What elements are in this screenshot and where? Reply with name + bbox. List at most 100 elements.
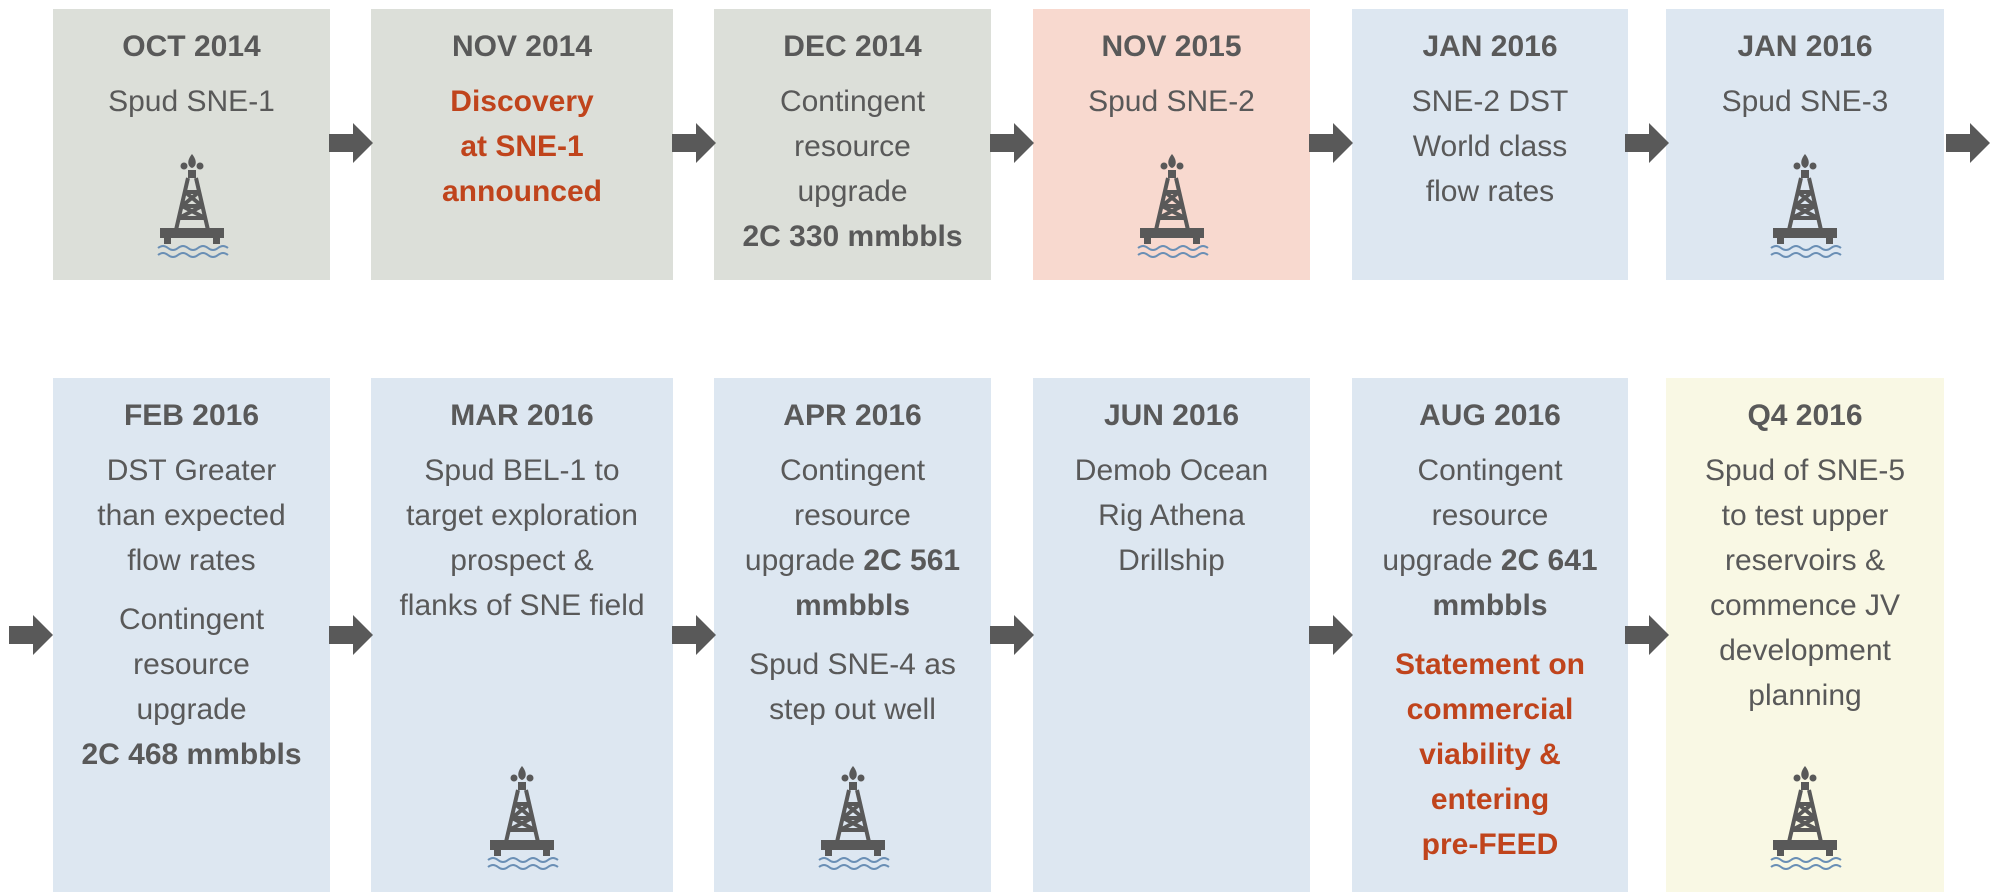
event-box: DEC 2014 Contingent resource upgrade 2C 330 … (714, 9, 991, 280)
text-run: commence JV (1709, 589, 1901, 622)
oil-rig-icon (154, 152, 230, 260)
event-date: NOV 2014 (451, 30, 593, 63)
text-run: Spud SNE-4 as (749, 648, 956, 681)
arrow (990, 615, 1034, 655)
text-run: Contingent (779, 454, 926, 487)
text-run: than expected (97, 499, 286, 532)
event-box: AUG 2016 Contingent resource upgrade 2C 641… (1352, 378, 1628, 892)
arrow (1625, 615, 1669, 655)
event-paragraph: Spud SNE-2 (1033, 79, 1310, 124)
event-box: Q4 2016 Spud of SNE-5 to test upper reservo… (1666, 378, 1944, 892)
text-run: Spud SNE-3 (1721, 85, 1889, 118)
event-paragraph: Contingent resource upgrade 2C 641 mmbbls (1352, 448, 1628, 628)
event-date: MAR 2016 (450, 399, 594, 432)
event-box: JUN 2016 Demob Ocean Rig Athena Drillship (1033, 378, 1310, 892)
text-line: flanks of SNE field (371, 583, 673, 628)
event-date: JAN 2016 (1737, 30, 1873, 63)
arrow (672, 615, 716, 655)
event-paragraph: Contingent resource upgrade 2C 330 mmbbls (714, 79, 991, 259)
text-run: 2C 561 (863, 544, 961, 577)
text-run: mmbbls (1432, 589, 1548, 622)
text-line: Spud SNE-3 (1666, 79, 1944, 124)
event-box: NOV 2014 Discovery at SNE-1 announced (371, 9, 673, 280)
text-line: resource (714, 124, 991, 169)
event-date: APR 2016 (783, 399, 922, 432)
text-run: entering (1430, 783, 1550, 816)
text-line: Contingent (714, 448, 991, 493)
text-line: than expected (53, 493, 330, 538)
text-line: Contingent (1352, 448, 1628, 493)
event-box: NOV 2015 Spud SNE-2 (1033, 9, 1310, 280)
event-paragraph: Spud SNE-3 (1666, 79, 1944, 124)
event-date: FEB 2016 (123, 399, 260, 432)
text-run: Contingent (118, 603, 265, 636)
text-line: mmbbls (1352, 583, 1628, 628)
text-line: SNE-2 DST (1352, 79, 1628, 124)
event-date: AUG 2016 (1419, 399, 1561, 432)
event-date: Q4 2016 (1747, 399, 1863, 432)
text-run: commercial (1406, 693, 1574, 726)
text-run: resource (794, 130, 911, 163)
text-run: flanks of SNE field (399, 589, 645, 622)
text-run: Demob Ocean (1074, 454, 1269, 487)
text-line: mmbbls (714, 583, 991, 628)
text-line: resource (714, 493, 991, 538)
text-line: Spud SNE-4 as (714, 642, 991, 687)
text-line: Drillship (1033, 538, 1310, 583)
text-line: to test upper (1666, 493, 1944, 538)
event-box: JAN 2016 SNE-2 DST World class flow rates (1352, 9, 1628, 280)
text-run: SNE-2 DST (1411, 85, 1569, 118)
text-line: Discovery (371, 79, 673, 124)
arrow (672, 123, 716, 163)
text-run: 2C 330 mmbbls (742, 220, 963, 253)
text-run: step out well (769, 693, 936, 726)
text-line: commercial (1352, 687, 1628, 732)
event-date: JUN 2016 (1103, 399, 1240, 432)
text-line: reservoirs & (1666, 538, 1944, 583)
event-box: JAN 2016 Spud SNE-3 (1666, 9, 1944, 280)
text-run: upgrade (136, 693, 247, 726)
event-paragraph: DST Greater than expected flow rates (53, 448, 330, 583)
text-run: 2C 641 (1500, 544, 1598, 577)
arrow (990, 123, 1034, 163)
text-run: upgrade (797, 175, 908, 208)
event-paragraph: Demob Ocean Rig Athena Drillship (1033, 448, 1310, 583)
oil-rig-icon (1767, 152, 1843, 260)
text-run: reservoirs & (1724, 544, 1886, 577)
text-line: at SNE-1 (371, 124, 673, 169)
event-date: NOV 2015 (1101, 30, 1242, 63)
arrow (9, 615, 53, 655)
text-run: resource (133, 648, 250, 681)
text-run: to test upper (1721, 499, 1889, 532)
oil-rig-icon (1134, 152, 1210, 260)
text-line: Contingent (714, 79, 991, 124)
arrow (1625, 123, 1669, 163)
event-paragraph: Spud of SNE-5 to test upper reservoirs & co… (1666, 448, 1944, 718)
text-line: upgrade 2C 561 (714, 538, 991, 583)
text-run: viability & (1419, 738, 1561, 771)
oil-rig-icon (815, 764, 891, 872)
text-line: Demob Ocean (1033, 448, 1310, 493)
arrow (329, 123, 373, 163)
text-run: flow rates (1425, 175, 1555, 208)
event-paragraph: Statement on commercial viability & enterin… (1352, 642, 1628, 867)
text-run: Discovery (450, 85, 594, 118)
text-run: resource (1431, 499, 1549, 532)
text-line: Statement on (1352, 642, 1628, 687)
event-box: FEB 2016 DST Greater than expected flow rat… (53, 378, 330, 892)
text-line: upgrade (53, 687, 330, 732)
text-run: Rig Athena (1098, 499, 1245, 532)
text-line: Rig Athena (1033, 493, 1310, 538)
text-run: announced (441, 175, 602, 208)
event-paragraph: SNE-2 DST World class flow rates (1352, 79, 1628, 214)
text-line: development (1666, 628, 1944, 673)
text-run: development (1719, 634, 1891, 667)
text-run: Spud BEL-1 to (424, 454, 620, 487)
text-run: planning (1748, 679, 1862, 712)
text-line: Contingent (53, 597, 330, 642)
text-run: Contingent (779, 85, 926, 118)
text-line: pre-FEED (1352, 822, 1628, 867)
text-line: upgrade (714, 169, 991, 214)
text-line: Spud SNE-2 (1033, 79, 1310, 124)
